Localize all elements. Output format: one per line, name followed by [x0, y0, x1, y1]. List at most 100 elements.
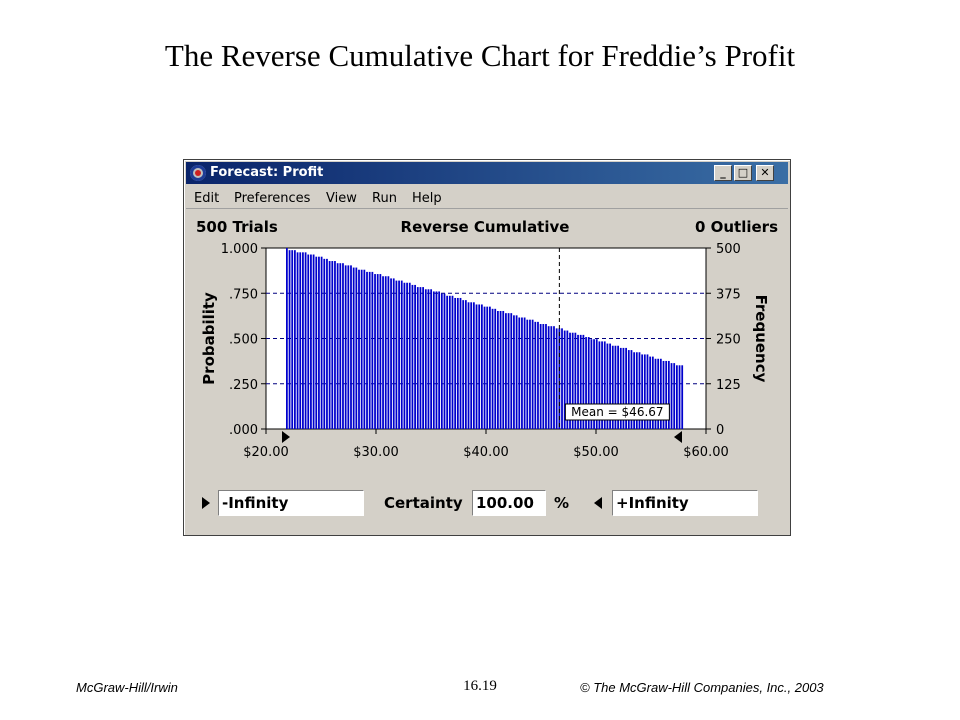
- bar: [646, 354, 649, 429]
- bar: [294, 250, 296, 429]
- bar: [318, 256, 320, 429]
- bar: [670, 363, 673, 429]
- bar: [579, 334, 582, 429]
- bar: [513, 315, 515, 429]
- bar: [355, 267, 358, 429]
- bar: [374, 274, 376, 429]
- menu-help[interactable]: Help: [412, 191, 442, 206]
- menu-preferences[interactable]: Preferences: [234, 191, 311, 206]
- bar: [478, 304, 481, 429]
- bar: [606, 343, 609, 429]
- bar: [614, 345, 617, 429]
- bar: [347, 265, 350, 429]
- bar: [569, 332, 571, 429]
- bar: [518, 317, 521, 429]
- bar: [403, 282, 406, 429]
- bar: [454, 297, 457, 429]
- bar: [566, 330, 569, 429]
- bar: [416, 287, 419, 429]
- minimize-button[interactable]: _: [714, 165, 732, 181]
- bar: [419, 287, 422, 429]
- bar: [550, 326, 553, 429]
- bar: [489, 306, 491, 429]
- menu-edit[interactable]: Edit: [194, 191, 220, 206]
- menu-run[interactable]: Run: [372, 191, 397, 206]
- x-tick-label: $20.00: [243, 445, 289, 460]
- y-axis-label: Probability: [200, 292, 218, 385]
- lower-arrow-icon[interactable]: [202, 497, 210, 509]
- bar: [555, 328, 558, 429]
- bar: [288, 250, 291, 429]
- slide-number: 16.19: [463, 678, 497, 694]
- y2-tick-label: 125: [716, 378, 741, 393]
- bar: [633, 352, 636, 429]
- bar: [472, 302, 475, 429]
- menu-view[interactable]: View: [326, 191, 357, 206]
- bar: [451, 295, 454, 429]
- bar: [638, 352, 641, 429]
- certainty-input[interactable]: 100.00: [472, 490, 546, 516]
- y2-tick-label: 375: [716, 287, 741, 302]
- bar: [480, 304, 483, 429]
- bar: [497, 310, 499, 429]
- bar: [302, 252, 304, 429]
- bar: [438, 291, 441, 429]
- bar: [590, 339, 593, 429]
- upper-bound-input[interactable]: +Infinity: [612, 490, 758, 516]
- bar: [563, 330, 566, 429]
- bar: [542, 324, 545, 429]
- bar: [352, 267, 355, 429]
- slide-title: The Reverse Cumulative Chart for Freddie…: [164, 38, 796, 73]
- bar: [510, 313, 513, 429]
- y2-tick-label: 0: [716, 423, 724, 438]
- bar: [456, 297, 459, 429]
- bar: [561, 328, 563, 429]
- bar: [470, 302, 473, 429]
- bar: [622, 347, 625, 429]
- bar: [505, 313, 507, 429]
- chart-mode[interactable]: Reverse Cumulative: [400, 218, 570, 236]
- bar: [537, 321, 539, 429]
- bar: [619, 347, 622, 429]
- bar: [486, 306, 489, 429]
- bar: [459, 297, 462, 429]
- window-titlebar[interactable]: Forecast: Profit _ □ ✕: [186, 162, 788, 184]
- bar: [307, 254, 310, 429]
- bar: [598, 341, 601, 429]
- certainty-label: Certainty: [384, 494, 463, 512]
- crystal-ball-icon: [190, 165, 206, 181]
- bar: [678, 365, 681, 429]
- bar: [502, 310, 505, 429]
- y2-tick-label: 500: [716, 242, 741, 257]
- bar: [635, 352, 638, 429]
- bar: [446, 295, 449, 429]
- bar: [611, 345, 614, 429]
- bar: [547, 326, 550, 429]
- bar: [651, 356, 654, 429]
- bar: [595, 339, 598, 429]
- bar: [422, 287, 424, 429]
- bar: [630, 350, 633, 429]
- bar: [609, 343, 611, 429]
- left-grabber-icon: [282, 431, 290, 443]
- bar: [643, 354, 646, 429]
- bar: [400, 280, 403, 429]
- bar: [526, 319, 529, 429]
- lower-bound-input[interactable]: -Infinity: [218, 490, 364, 516]
- bar: [681, 365, 684, 429]
- bar: [582, 334, 585, 429]
- close-button[interactable]: ✕: [756, 165, 774, 181]
- bar: [662, 360, 665, 429]
- bar: [387, 276, 390, 429]
- bar: [328, 261, 331, 429]
- x-tick-label: $60.00: [683, 445, 729, 460]
- bar: [398, 280, 400, 429]
- bar: [448, 295, 451, 429]
- bar: [430, 289, 433, 429]
- bar: [529, 319, 531, 429]
- bar: [601, 341, 603, 429]
- upper-arrow-icon[interactable]: [594, 497, 602, 509]
- x-tick-label: $50.00: [573, 445, 619, 460]
- maximize-button[interactable]: □: [734, 165, 752, 181]
- y-tick-label: 1.000: [221, 242, 258, 257]
